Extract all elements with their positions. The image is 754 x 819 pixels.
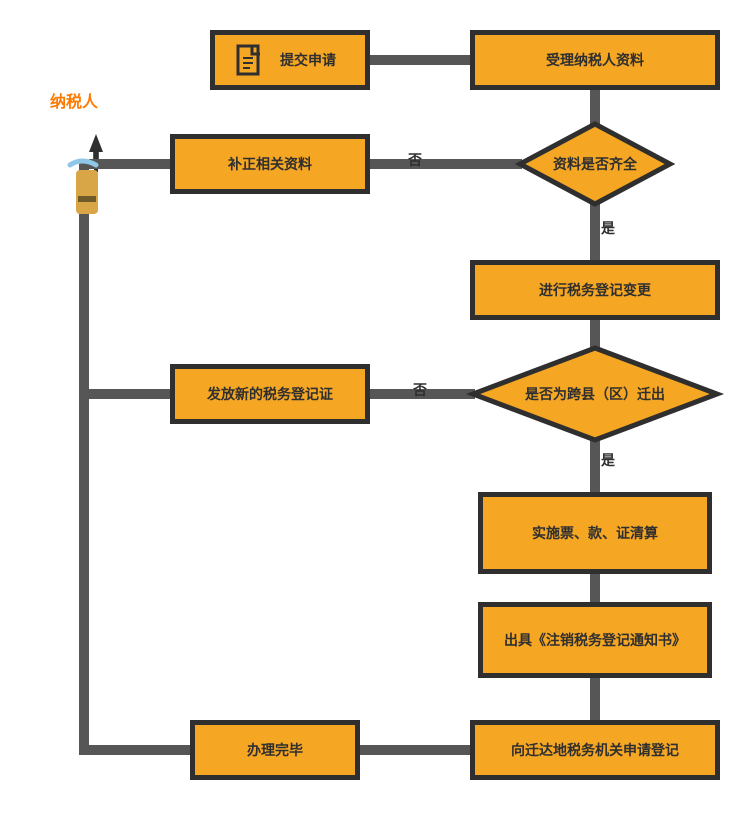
- edge-label: 是: [601, 218, 615, 238]
- node-label: 提交申请: [272, 52, 344, 69]
- node-end: 办理完毕: [190, 720, 360, 780]
- node-start: 提交申请: [210, 30, 370, 90]
- node-label: 实施票、款、证清算: [524, 525, 666, 542]
- taxpayer-label: 纳税人: [50, 88, 98, 112]
- edge-label: 否: [413, 380, 427, 400]
- connector-h: [89, 159, 170, 169]
- connector-h: [84, 745, 190, 755]
- node-d2: 是否为跨县（区）迁出: [473, 348, 717, 440]
- node-b1: 补正相关资料: [170, 134, 370, 194]
- connector-h: [370, 55, 470, 65]
- node-label: 是否为跨县（区）迁出: [517, 386, 673, 403]
- node-label: 资料是否齐全: [545, 156, 645, 173]
- node-label: 补正相关资料: [220, 156, 320, 173]
- connector-h: [84, 389, 170, 399]
- node-label: 出具《注销税务登记通知书》: [496, 632, 694, 649]
- connector-v: [590, 678, 600, 720]
- node-a2: 进行税务登记变更: [470, 260, 720, 320]
- connector-h: [360, 745, 470, 755]
- connector-v: [79, 160, 89, 755]
- node-a3: 实施票、款、证清算: [478, 492, 712, 574]
- node-a1: 受理纳税人资料: [470, 30, 720, 90]
- connector-h: [370, 159, 522, 169]
- edge-label: 否: [408, 150, 422, 170]
- connector-v: [590, 200, 600, 260]
- document-icon: [236, 44, 264, 76]
- node-d1: 资料是否齐全: [520, 124, 670, 204]
- node-label: 办理完毕: [239, 742, 311, 759]
- node-b2: 发放新的税务登记证: [170, 364, 370, 424]
- edge-label: 是: [601, 450, 615, 470]
- connector-v: [590, 574, 600, 602]
- node-label: 向迁达地税务机关申请登记: [503, 742, 687, 759]
- node-label: 发放新的税务登记证: [199, 386, 341, 403]
- connector-v: [590, 436, 600, 492]
- node-a5: 向迁达地税务机关申请登记: [470, 720, 720, 780]
- flowchart-canvas: 否是否是提交申请受理纳税人资料资料是否齐全补正相关资料进行税务登记变更是否为跨县…: [0, 0, 754, 819]
- node-label: 进行税务登记变更: [531, 282, 659, 299]
- node-a4: 出具《注销税务登记通知书》: [478, 602, 712, 678]
- node-label: 受理纳税人资料: [538, 52, 652, 69]
